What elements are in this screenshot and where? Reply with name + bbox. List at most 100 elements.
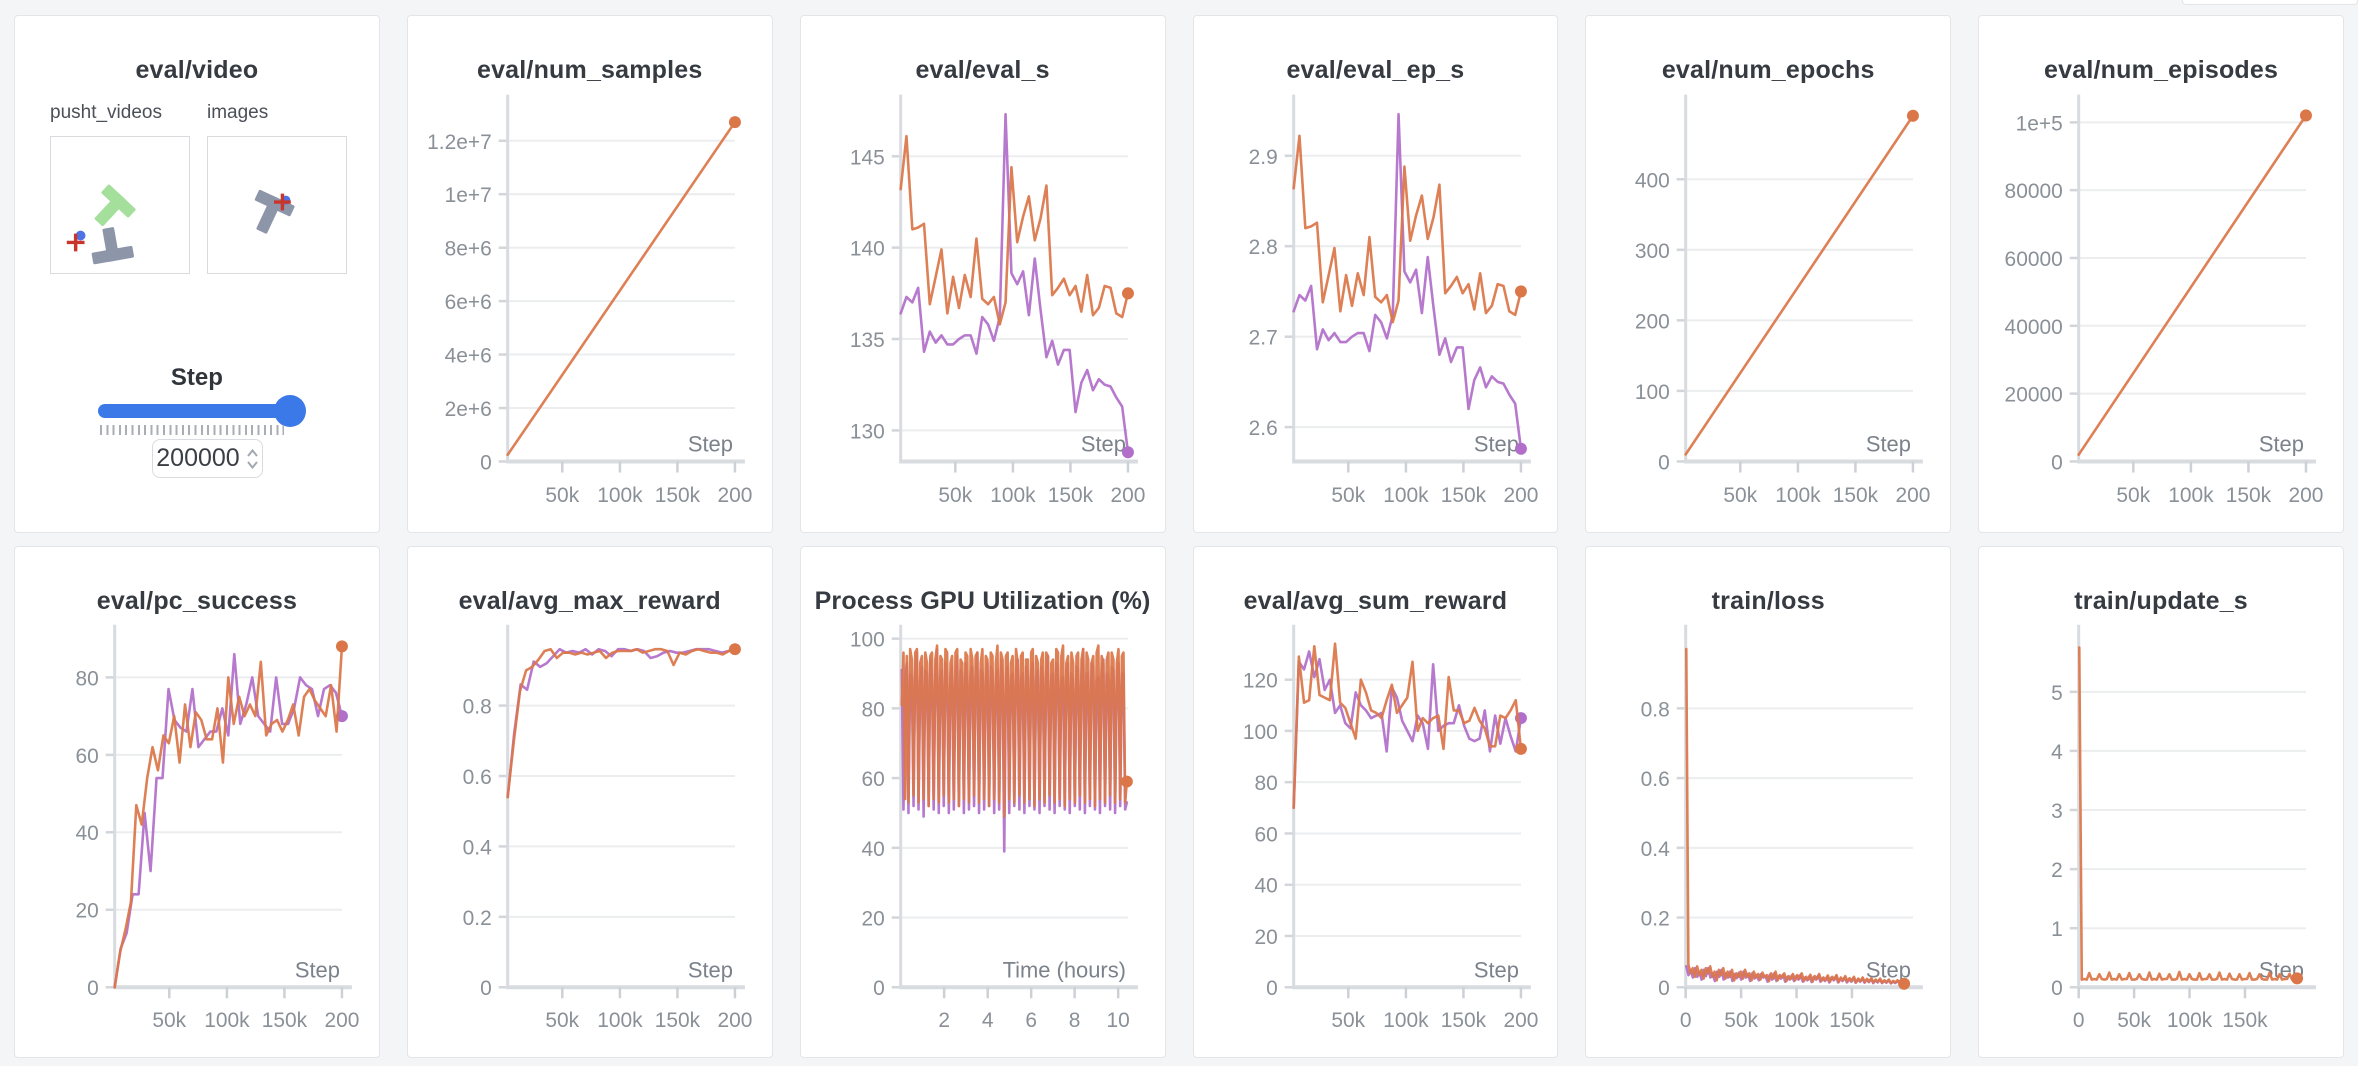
svg-text:150k: 150k (1047, 484, 1093, 507)
svg-text:Step: Step (1473, 431, 1518, 456)
svg-text:80000: 80000 (2005, 180, 2063, 203)
svg-text:50k: 50k (1725, 1009, 1759, 1032)
svg-text:50k: 50k (152, 1009, 186, 1032)
partial-panel-edge (2182, 0, 2358, 5)
svg-text:145: 145 (849, 146, 884, 169)
svg-text:100k: 100k (1776, 484, 1822, 507)
svg-text:135: 135 (849, 329, 884, 352)
svg-text:0: 0 (873, 977, 885, 1000)
panel-title: eval/num_samples (476, 56, 703, 84)
svg-text:200: 200 (717, 1009, 752, 1032)
panel-eval-num-epochs[interactable]: eval/num_epochs 0 100 200 300 400 50k 100k 150k… (1585, 15, 1952, 533)
svg-text:50k: 50k (2117, 484, 2151, 507)
images-thumbnail[interactable] (207, 136, 347, 274)
line-chart-eval-pc-success: 0 20 40 60 80 50k 100k 150k 200 Step (75, 624, 359, 1032)
agent-dot (75, 230, 86, 241)
svg-text:50k: 50k (2117, 1009, 2151, 1032)
svg-text:0.6: 0.6 (462, 766, 491, 789)
svg-text:50k: 50k (1331, 1009, 1365, 1032)
svg-text:140: 140 (849, 238, 884, 261)
step-slider-track[interactable] (98, 404, 300, 418)
panel-title: eval/avg_max_reward (458, 587, 721, 615)
svg-text:200: 200 (1503, 1009, 1538, 1032)
panel-title: eval/eval_ep_s (1286, 56, 1465, 84)
svg-text:Step: Step (1473, 957, 1518, 982)
svg-text:0.8: 0.8 (462, 696, 491, 719)
svg-text:1e+5: 1e+5 (2016, 112, 2063, 135)
svg-text:Time (hours): Time (hours) (1002, 957, 1125, 982)
svg-text:50k: 50k (545, 1009, 579, 1032)
svg-text:50k: 50k (1724, 484, 1758, 507)
panel-eval-avg-sum-reward[interactable]: eval/avg_sum_reward 0 20 40 60 80 100 120 50k 10… (1192, 546, 1559, 1058)
svg-text:150k: 150k (655, 1009, 701, 1032)
svg-text:100k: 100k (1774, 1009, 1820, 1032)
panel-eval-video[interactable]: eval/video pusht_videos images (14, 15, 380, 533)
step-value-input[interactable]: 200000 (152, 439, 263, 478)
svg-text:60: 60 (75, 745, 98, 768)
svg-text:6e+6: 6e+6 (444, 291, 491, 314)
panel-eval-num-samples[interactable]: eval/num_samples 0 2e+6 4e+6 6e+6 8e+6 1e+7 1.… (406, 15, 773, 533)
svg-text:150k: 150k (1440, 484, 1486, 507)
panel-eval-eval-ep-s[interactable]: eval/eval_ep_s 2.6 2.7 2.8 2.9 50k 100k 150k 20… (1192, 15, 1559, 533)
panel-train-loss[interactable]: train/loss 0 0.2 0.4 0.6 0.8 0 50k 100k 150k Step (1585, 546, 1952, 1058)
line-chart-process-gpu-utilization: 0 20 40 60 80 100 2 4 6 8 10 Time (hours) (849, 624, 1138, 1032)
panel-eval-eval-s[interactable]: eval/eval_s 130 135 140 145 50k 100k 150k 200 St… (799, 15, 1166, 533)
svg-text:2: 2 (2051, 859, 2063, 882)
panel-title: train/update_s (2074, 587, 2248, 615)
svg-text:Step: Step (1081, 431, 1126, 456)
svg-text:120: 120 (1242, 670, 1277, 693)
svg-text:4e+6: 4e+6 (444, 344, 491, 367)
svg-text:20: 20 (75, 900, 98, 923)
svg-text:0: 0 (2073, 1009, 2085, 1032)
svg-text:100: 100 (849, 629, 884, 652)
image-frame (254, 189, 295, 234)
svg-text:40: 40 (1254, 875, 1277, 898)
svg-text:10: 10 (1106, 1009, 1129, 1032)
panel-eval-avg-max-reward[interactable]: eval/avg_max_reward 0 0.2 0.4 0.6 0.8 50k 100k… (406, 546, 773, 1058)
svg-text:8e+6: 8e+6 (444, 238, 491, 261)
svg-text:20000: 20000 (2005, 384, 2063, 407)
pusht-videos-thumbnail[interactable] (50, 136, 190, 274)
svg-text:0.8: 0.8 (1641, 698, 1670, 721)
svg-text:0: 0 (480, 977, 492, 1000)
svg-text:0: 0 (1680, 1009, 1692, 1032)
panel-eval-pc-success[interactable]: eval/pc_success 0 20 40 60 80 50k 100k 150k 200 S… (14, 546, 380, 1058)
svg-text:Step: Step (2259, 431, 2304, 456)
svg-text:1e+7: 1e+7 (444, 184, 491, 207)
svg-text:Step: Step (1866, 431, 1911, 456)
svg-text:2.6: 2.6 (1248, 417, 1277, 440)
step-slider-ticks (100, 425, 284, 435)
svg-text:150k: 150k (1440, 1009, 1486, 1032)
svg-text:8: 8 (1068, 1009, 1080, 1032)
svg-text:1.2e+7: 1.2e+7 (427, 131, 492, 154)
svg-text:100k: 100k (1383, 1009, 1429, 1032)
panel-title: eval/pc_success (96, 587, 298, 615)
svg-text:200: 200 (717, 484, 752, 507)
svg-text:2.7: 2.7 (1248, 327, 1277, 350)
step-slider-thumb[interactable] (274, 395, 306, 427)
panel-title: eval/avg_sum_reward (1243, 587, 1508, 615)
svg-text:80: 80 (75, 667, 98, 690)
svg-text:150k: 150k (1830, 1009, 1876, 1032)
svg-text:4: 4 (982, 1009, 994, 1032)
panel-process-gpu-utilization[interactable]: Process GPU Utilization (%) 0 20 40 60 80 100… (799, 546, 1166, 1058)
svg-text:0: 0 (87, 977, 99, 1000)
svg-text:100k: 100k (1383, 484, 1429, 507)
svg-text:150k: 150k (2222, 1009, 2268, 1032)
svg-text:40: 40 (861, 838, 884, 861)
svg-text:0.4: 0.4 (1641, 838, 1670, 861)
svg-text:2e+6: 2e+6 (444, 398, 491, 421)
panel-train-update-s[interactable]: train/update_s 0 1 2 3 4 5 0 50k 100k 150k Step (1978, 546, 2344, 1058)
svg-text:0.2: 0.2 (462, 907, 491, 930)
step-value: 200000 (156, 444, 240, 472)
svg-text:200: 200 (324, 1009, 359, 1032)
svg-text:80: 80 (1254, 772, 1277, 795)
svg-text:0: 0 (1266, 977, 1278, 1000)
panel-eval-num-episodes[interactable]: eval/num_episodes 0 20000 40000 60000 80000 1… (1978, 15, 2344, 533)
svg-text:80: 80 (861, 698, 884, 721)
svg-text:Step: Step (688, 957, 733, 982)
line-chart-eval-num-samples: 0 2e+6 4e+6 6e+6 8e+6 1e+7 1.2e+7 50k 100k 150k 20… (427, 94, 752, 507)
stepper-arrows-icon[interactable] (246, 447, 259, 471)
